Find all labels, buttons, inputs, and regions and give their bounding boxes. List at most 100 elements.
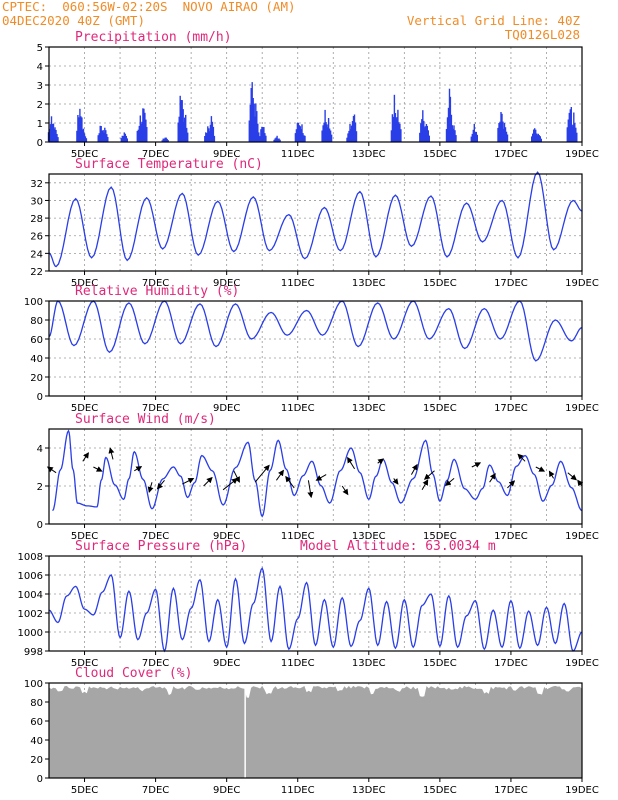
y-tick-label: 1 [37,119,43,130]
precip-bar [99,125,101,142]
precip-bar [297,122,300,142]
precip-bar [303,135,305,142]
precip-bar [392,116,395,142]
precip-bar [326,127,329,142]
precip-bar [540,138,542,142]
x-tick-label: 13DEC [352,403,386,414]
precip-bar [351,121,354,142]
y-tick-label: 20 [30,755,43,766]
precip-bar [422,110,424,142]
precip-bar [213,135,216,142]
precip-bar [391,114,394,142]
wind-vector [392,478,399,485]
precip-bar [261,126,263,142]
precip-bar [137,129,139,142]
precip-bar [124,133,126,142]
precip-bar [51,136,53,142]
precip-bar [532,133,534,142]
precip-bar [399,123,401,142]
x-tick-label: 15DEC [423,658,457,669]
x-tick-label: 13DEC [352,149,386,160]
wind-vector [577,479,584,487]
plot-frame [48,46,583,143]
precip-bar [573,112,575,142]
precip-bar [121,135,123,142]
precip-bar [500,136,503,142]
precip-bar [77,115,79,142]
y-tick-label: 5 [37,43,43,54]
precip-bar [178,116,180,142]
precip-bar [256,111,258,142]
x-tick-label: 9DEC [213,149,240,160]
precip-bar [536,135,538,142]
precip-bar [302,133,304,142]
x-tick-label: 5DEC [71,403,98,414]
wind-vector [254,464,270,483]
plot-frame [48,173,583,272]
precip-bar [299,133,301,142]
precip-bar [254,116,256,142]
x-tick-label: 7DEC [142,785,169,796]
precip-bar [322,125,324,142]
series-line [48,567,583,653]
panel-4: Surface Pressure (hPa) Model Altitude: 63… [18,539,599,669]
precip-bar [346,137,348,142]
y-tick-label: 80 [30,316,43,327]
precip-bar [538,135,540,142]
panel-title: Surface Wind (m/s) [75,412,216,427]
x-tick-label: 11DEC [281,278,315,289]
x-tick-label: 15DEC [423,403,457,414]
precip-bar [325,133,327,142]
precip-bar [570,132,572,142]
precip-bar [572,124,574,142]
x-tick-label: 7DEC [142,149,169,160]
header-station: CPTEC: 060:56W-02:20S NOVO AIRAO (AM) [2,0,296,14]
wind-vector [275,469,284,481]
y-tick-label: 1004 [18,590,43,601]
precip-bar [531,136,533,142]
precip-bar [97,135,99,142]
y-tick-label: 0 [37,774,43,785]
precip-bar [569,109,571,142]
y-tick-label: 0 [37,138,43,149]
precip-bar [506,134,509,142]
x-tick-label: 9DEC [213,785,240,796]
precip-bar [277,138,279,142]
precip-bar [140,131,142,142]
precip-bar [476,134,478,142]
x-tick-label: 19DEC [565,149,599,160]
panel-title: Precipitation (mm/h) [75,30,232,45]
precip-bar [471,133,473,142]
precip-bar [183,121,185,142]
y-tick-label: 998 [24,647,43,658]
precip-bar [470,136,472,142]
x-tick-label: 5DEC [71,278,98,289]
x-tick-label: 5DEC [71,149,98,160]
precip-bar [566,127,568,142]
y-tick-label: 24 [30,249,43,260]
x-tick-label: 9DEC [213,403,240,414]
x-tick-label: 13DEC [352,785,386,796]
precip-bar [304,135,306,142]
precip-bar [259,136,261,142]
wind-vector [147,482,154,493]
wind-vector [233,470,240,483]
precip-bar [568,112,570,142]
precip-bar [395,121,397,142]
x-tick-label: 17DEC [494,531,528,542]
precip-bar [252,133,254,142]
precip-bar [445,129,448,142]
panel-title: Cloud Cover (%) [75,666,192,681]
precip-bar [499,121,501,142]
precip-bar [535,136,537,142]
x-tick-label: 17DEC [494,658,528,669]
precip-bar [248,120,250,142]
precip-bar [423,120,425,142]
precip-bar [400,129,402,142]
precip-bar [451,127,453,142]
precip-bar [504,127,507,142]
precip-bar [329,130,332,142]
wind-vector [421,479,429,491]
panel-2: Relative Humidity (%) 0 20 40 60 80 100 5DEC 7DE… [24,284,599,414]
precip-bar [80,135,83,142]
